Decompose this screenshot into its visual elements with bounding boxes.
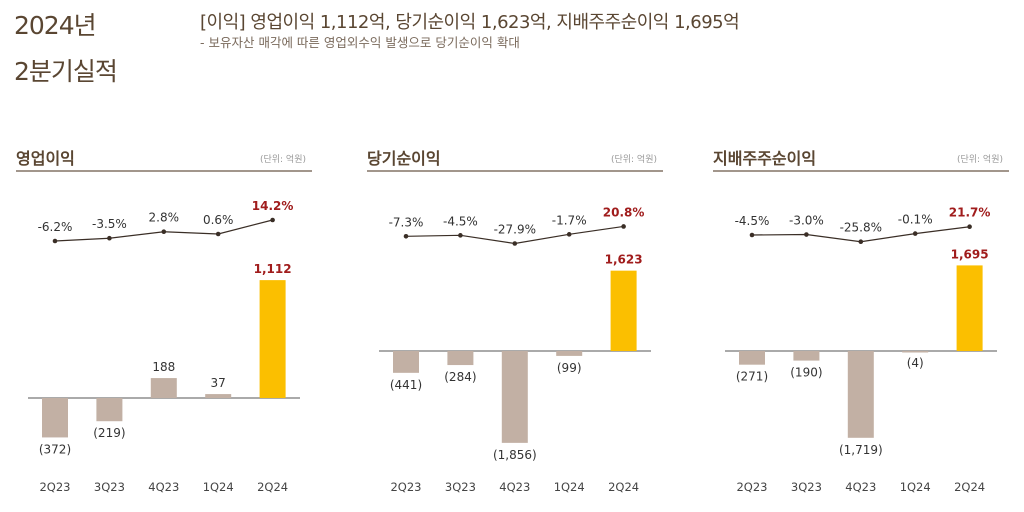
line-point bbox=[749, 232, 755, 238]
line-value-label: -1.7% bbox=[552, 213, 587, 227]
unit-label: (단위: 억원) bbox=[957, 153, 1003, 165]
line-point bbox=[52, 238, 58, 244]
x-tick-label: 2Q24 bbox=[257, 480, 288, 494]
line-point bbox=[566, 232, 572, 237]
unit-label: (단위: 억원) bbox=[611, 153, 657, 165]
bar-value-label: 188 bbox=[152, 360, 175, 374]
unit-label: (단위: 억원) bbox=[260, 153, 306, 165]
bar-value-label: (284) bbox=[444, 370, 476, 384]
bar-value-label: (1,856) bbox=[493, 448, 537, 462]
x-tick-label: 3Q23 bbox=[94, 480, 125, 494]
bar bbox=[42, 398, 68, 438]
line-point bbox=[403, 234, 409, 239]
line-value-label: -27.9% bbox=[494, 223, 536, 237]
bar-value-label: (441) bbox=[390, 378, 422, 392]
line-value-label: -3.0% bbox=[789, 214, 824, 228]
bar-value-label: 1,695 bbox=[951, 247, 989, 261]
line-point bbox=[458, 233, 463, 238]
line-point bbox=[804, 232, 809, 237]
line-value-label: 14.2% bbox=[252, 199, 294, 213]
bar bbox=[793, 351, 820, 361]
bar bbox=[393, 351, 419, 373]
bar bbox=[447, 351, 474, 366]
bar-value-label: 1,112 bbox=[254, 262, 292, 276]
line-point bbox=[270, 217, 275, 223]
line-value-label: -0.1% bbox=[898, 213, 933, 227]
bar-value-label: (1,719) bbox=[839, 443, 883, 457]
x-tick-label: 4Q23 bbox=[845, 480, 876, 494]
line-value-label: -7.3% bbox=[389, 215, 424, 229]
chart-title: 지배주주순이익 bbox=[713, 149, 816, 168]
bar bbox=[610, 270, 637, 351]
bar bbox=[96, 398, 123, 422]
line-point bbox=[107, 235, 112, 241]
bar-value-label: 1,623 bbox=[605, 253, 643, 267]
bar bbox=[259, 280, 286, 398]
bar-value-label: (190) bbox=[790, 366, 822, 380]
subline: - 보유자산 매각에 따른 영업외수익 발생으로 당기순이익 확대 bbox=[200, 35, 520, 50]
bar bbox=[847, 351, 874, 438]
bar-value-label: (4) bbox=[907, 356, 924, 370]
chart-title: 당기순이익 bbox=[367, 149, 441, 168]
bar bbox=[150, 378, 177, 398]
line-point bbox=[912, 231, 918, 236]
x-tick-label: 2Q24 bbox=[608, 480, 639, 494]
bar bbox=[501, 351, 528, 443]
x-tick-label: 2Q23 bbox=[390, 480, 421, 494]
bar-value-label: (219) bbox=[93, 426, 125, 440]
line-point bbox=[967, 224, 972, 230]
bar-value-label: (99) bbox=[557, 361, 582, 375]
line-value-label: -6.2% bbox=[38, 220, 73, 234]
line-value-label: 20.8% bbox=[603, 205, 645, 219]
line-point bbox=[215, 231, 221, 237]
bar bbox=[205, 394, 232, 398]
line-value-label: -25.8% bbox=[840, 221, 882, 235]
line-value-label: -4.5% bbox=[735, 214, 770, 228]
line-value-label: 21.7% bbox=[949, 206, 991, 220]
line-value-label: 0.6% bbox=[203, 213, 234, 227]
x-tick-label: 2Q23 bbox=[39, 480, 70, 494]
bar-value-label: (271) bbox=[736, 370, 768, 384]
x-tick-label: 3Q23 bbox=[445, 480, 476, 494]
headline: [이익] 영업이익 1,112억, 당기순이익 1,623억, 지배주주순이익 … bbox=[200, 12, 740, 33]
line-point bbox=[161, 229, 167, 235]
x-tick-label: 1Q24 bbox=[554, 480, 585, 494]
chart-title: 영업이익 bbox=[16, 149, 75, 168]
line-value-label: -4.5% bbox=[443, 214, 478, 228]
bar bbox=[956, 265, 983, 351]
line-point bbox=[858, 239, 864, 245]
x-tick-label: 1Q24 bbox=[900, 480, 931, 494]
line-value-label: 2.8% bbox=[149, 211, 180, 225]
bar-value-label: (372) bbox=[39, 442, 71, 456]
year-title: 2024년 bbox=[14, 11, 97, 40]
x-tick-label: 3Q23 bbox=[791, 480, 822, 494]
x-tick-label: 2Q23 bbox=[736, 480, 767, 494]
bar bbox=[739, 351, 765, 365]
line-point bbox=[512, 241, 518, 246]
line-point bbox=[621, 224, 626, 229]
x-tick-label: 4Q23 bbox=[499, 480, 530, 494]
line-value-label: -3.5% bbox=[92, 217, 127, 231]
bar-value-label: 37 bbox=[211, 376, 226, 390]
bar bbox=[902, 351, 929, 353]
quarter-title: 2분기실적 bbox=[14, 57, 118, 86]
x-tick-label: 2Q24 bbox=[954, 480, 985, 494]
x-tick-label: 4Q23 bbox=[148, 480, 179, 494]
x-tick-label: 1Q24 bbox=[203, 480, 234, 494]
bar bbox=[556, 351, 583, 356]
